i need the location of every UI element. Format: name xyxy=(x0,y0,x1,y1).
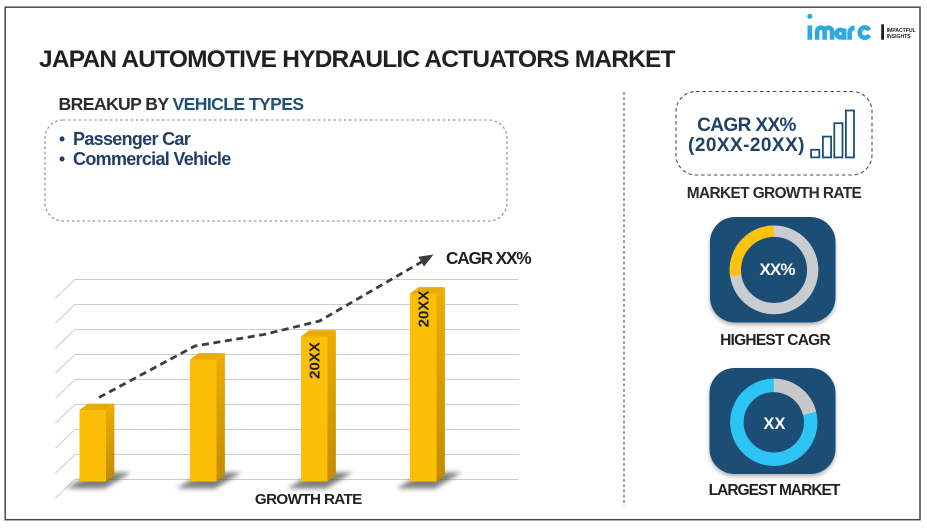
svg-text:IMPACTFUL: IMPACTFUL xyxy=(887,28,916,34)
svg-text:20XX: 20XX xyxy=(307,342,324,379)
svg-text:20XX: 20XX xyxy=(416,291,433,328)
svg-text:INSIGHTS: INSIGHTS xyxy=(887,34,912,40)
